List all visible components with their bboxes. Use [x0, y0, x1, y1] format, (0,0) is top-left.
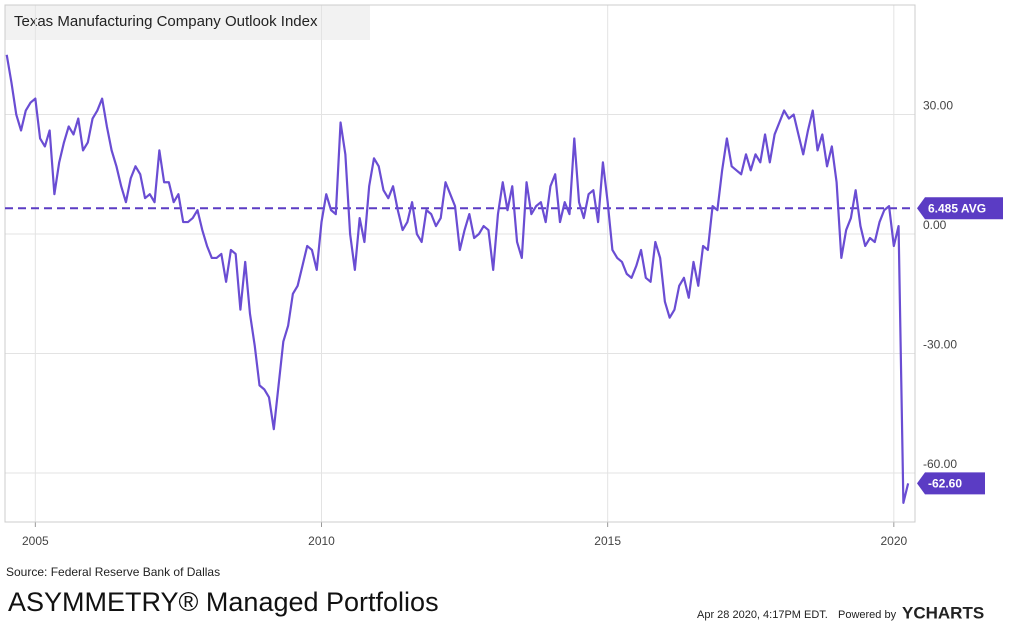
average-label: 6.485 AVG [928, 201, 986, 215]
x-tick-label: 2010 [308, 534, 335, 548]
x-tick-label: 2015 [594, 534, 621, 548]
y-tick-label: 0.00 [923, 218, 947, 232]
last-value-tag [917, 472, 985, 495]
brand: ASYMMETRY® Managed Portfolios [8, 587, 439, 617]
plot-border [4, 4, 916, 523]
x-tick-label: 2005 [22, 534, 49, 548]
title-box [5, 5, 370, 40]
provider-logo: YCHARTS [902, 603, 984, 622]
average-tag [917, 197, 1003, 220]
y-tick-label: 30.00 [923, 99, 953, 113]
chart-title: Texas Manufacturing Company Outlook Inde… [14, 13, 318, 30]
y-tick-label: -30.00 [923, 338, 957, 352]
timestamp: Apr 28 2020, 4:17PM EDT. [697, 609, 828, 621]
powered-by: Powered by [838, 609, 897, 621]
source: Source: Federal Reserve Bank of Dallas [6, 565, 220, 579]
last-value-label: -62.60 [928, 477, 962, 491]
x-tick-label: 2020 [880, 534, 907, 548]
y-tick-label: -60.00 [923, 457, 957, 471]
data-line [5, 54, 910, 504]
